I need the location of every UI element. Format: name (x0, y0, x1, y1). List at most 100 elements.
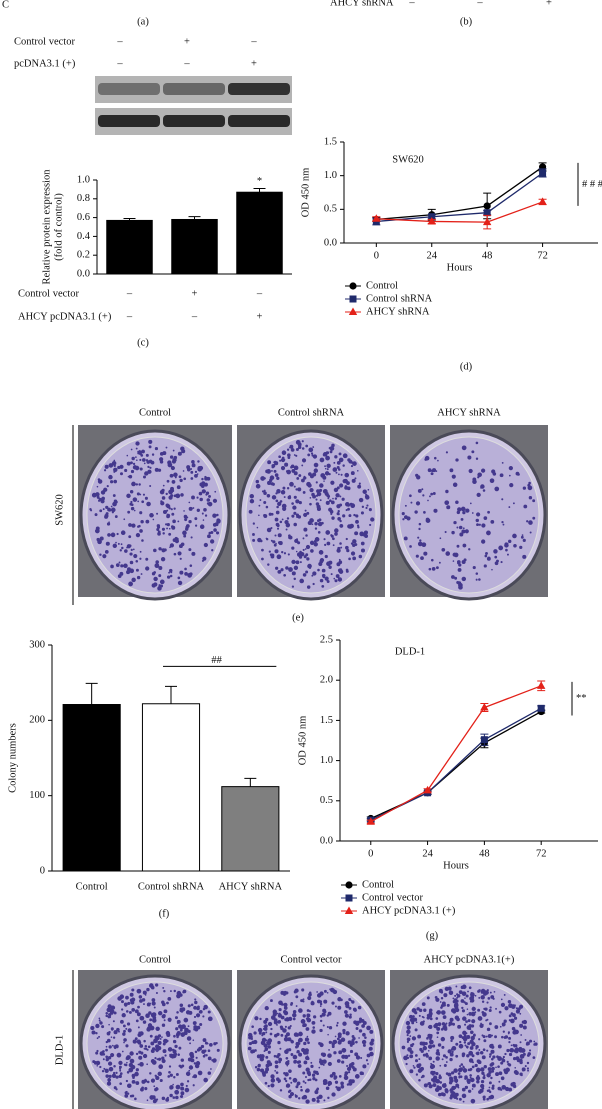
row-label: AHCY shRNA (330, 0, 394, 8)
y-axis-label: OD 450 nm (300, 168, 311, 218)
marker (483, 209, 491, 217)
marker (539, 169, 547, 177)
sign: + (257, 311, 263, 322)
blot-band (98, 83, 160, 95)
sign: – (116, 58, 123, 69)
y-tick-label: 300 (29, 639, 45, 650)
blot-band (228, 115, 290, 127)
chart-title: DLD-1 (395, 646, 425, 657)
column-label: Control (139, 407, 171, 418)
marker (482, 217, 492, 226)
series-line (376, 166, 543, 221)
error-bar (165, 685, 177, 704)
y-tick-label: 1.0 (324, 170, 337, 181)
panel-label: (d) (460, 361, 473, 372)
marker (344, 906, 354, 914)
marker (536, 681, 546, 689)
marker (480, 703, 489, 711)
column-label: AHCY shRNA (437, 407, 501, 418)
annotation: # # # (582, 179, 602, 190)
legend-label: Control (366, 280, 398, 291)
x-tick-label: AHCY shRNA (219, 881, 283, 892)
y-tick-label: 1.0 (77, 174, 90, 185)
y-tick-label: 0.0 (320, 835, 333, 846)
panel-label: (f) (159, 908, 170, 919)
legend-label: Control (362, 879, 394, 890)
y-tick-label: 0 (40, 865, 45, 876)
error-bar (188, 216, 201, 220)
annotation: ## (211, 655, 222, 666)
blot-band (228, 83, 290, 95)
error-bar (85, 682, 98, 705)
legend-label: Control vector (362, 892, 423, 903)
column-label: Control (139, 954, 171, 965)
y-tick-label: 0.2 (77, 250, 90, 261)
row-label: pcDNA3.1 (+) (14, 58, 76, 69)
bar (141, 703, 201, 872)
y-axis-label: (fold of control) (53, 193, 64, 261)
plate-rim (245, 981, 377, 1106)
y-tick-label: 100 (29, 790, 45, 801)
sign: + (546, 0, 552, 8)
sign: – (408, 0, 415, 8)
row-label: Control vector (14, 36, 75, 47)
series-line (370, 710, 542, 820)
sign: – (250, 36, 257, 47)
plate-rim (86, 436, 224, 594)
y-tick-label: 2.0 (320, 675, 333, 686)
marker (348, 307, 358, 315)
x-tick-label: 48 (482, 250, 493, 261)
x-tick-label: Control (76, 881, 108, 892)
y-axis-label: Colony numbers (7, 723, 18, 793)
marker (372, 214, 381, 222)
plate-colonies (247, 987, 375, 1104)
column-label: AHCY pcDNA3.1(+) (424, 954, 515, 965)
x-tick-label: 24 (426, 250, 437, 261)
sign: + (192, 288, 198, 299)
x-tick-label: Control shRNA (138, 881, 205, 892)
y-tick-label: 1.5 (320, 715, 333, 726)
x-tick-label: 72 (537, 250, 548, 261)
marker (366, 817, 375, 825)
blot-band (98, 115, 160, 127)
y-tick-label: 1.0 (320, 755, 333, 766)
panel-label: (c) (137, 337, 149, 348)
y-tick-label: 0.5 (324, 204, 337, 215)
x-axis-label: Hours (443, 860, 469, 871)
blot-band (163, 83, 225, 95)
sign: + (251, 58, 257, 69)
sign: + (184, 36, 190, 47)
marker (480, 736, 488, 744)
marker (423, 785, 432, 794)
plate-colonies (90, 983, 220, 1104)
y-axis-label: OD 450 nm (297, 716, 308, 766)
marker (538, 197, 547, 205)
y-tick-label: 0.4 (77, 231, 91, 242)
panel-label: (g) (426, 930, 439, 941)
bar (62, 704, 121, 872)
annotation: * (257, 176, 262, 187)
sign: – (126, 288, 133, 299)
legend-label: AHCY pcDNA3.1 (+) (362, 905, 456, 916)
series-line (370, 685, 542, 823)
plate-colonies (89, 439, 221, 591)
marker (349, 295, 357, 303)
marker (345, 881, 353, 889)
y-tick-label: 200 (29, 715, 45, 726)
annotation: ** (576, 693, 587, 704)
y-axis-label: Relative protein expression (41, 169, 52, 285)
row-label: SW620 (54, 494, 65, 526)
marker (483, 202, 491, 210)
x-axis-label: Hours (447, 262, 473, 273)
legend-label: AHCY shRNA (366, 306, 430, 317)
row-label: Control vector (18, 288, 79, 299)
marker (427, 216, 436, 225)
y-tick-label: 1.5 (324, 136, 337, 147)
bar (171, 218, 218, 275)
x-tick-label: 24 (422, 848, 433, 859)
marker (428, 213, 436, 221)
series-line (376, 201, 543, 223)
y-tick-label: 0.0 (324, 237, 337, 248)
error-bar (244, 777, 257, 787)
